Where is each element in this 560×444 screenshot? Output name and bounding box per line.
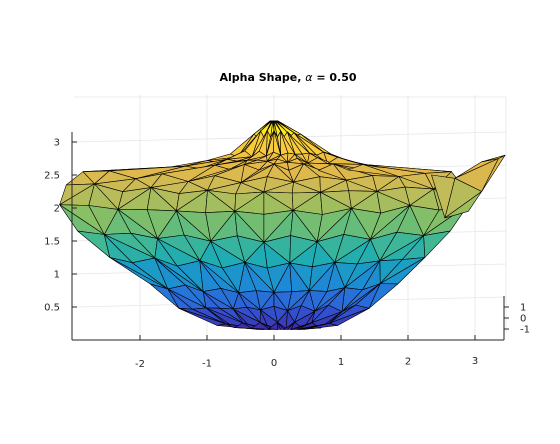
y-tick-label: 0 xyxy=(520,314,526,325)
alpha-shape-surface xyxy=(59,120,506,330)
x-tick-label: 2 xyxy=(405,357,411,368)
y-tick-label: 1 xyxy=(520,303,526,314)
surface-facet xyxy=(287,321,295,330)
x-tick-label: 1 xyxy=(338,357,344,368)
surface-facet xyxy=(277,321,285,330)
surface-facet xyxy=(444,191,483,219)
y-tick-label: -1 xyxy=(520,325,530,336)
surface-facet xyxy=(300,322,330,330)
surface-facet xyxy=(293,322,313,330)
z-tick-label: 2 xyxy=(54,204,60,215)
x-tick-label: -1 xyxy=(202,358,212,369)
z-tick-label: 3 xyxy=(54,138,60,149)
surface-facet xyxy=(423,230,451,258)
z-tick-label: 1.5 xyxy=(44,237,60,248)
z-tick-label: 0.5 xyxy=(44,303,60,314)
chart-title: Alpha Shape, α = 0.50 xyxy=(219,71,356,84)
surface-facet xyxy=(431,174,456,219)
x-tick-label: 0 xyxy=(271,358,277,369)
x-tick-label: 3 xyxy=(472,356,478,367)
x-tick-label: -2 xyxy=(135,359,145,370)
surface-facet xyxy=(481,154,506,163)
z-tick-label: 2.5 xyxy=(44,171,60,182)
z-tick-label: 1 xyxy=(54,270,60,281)
